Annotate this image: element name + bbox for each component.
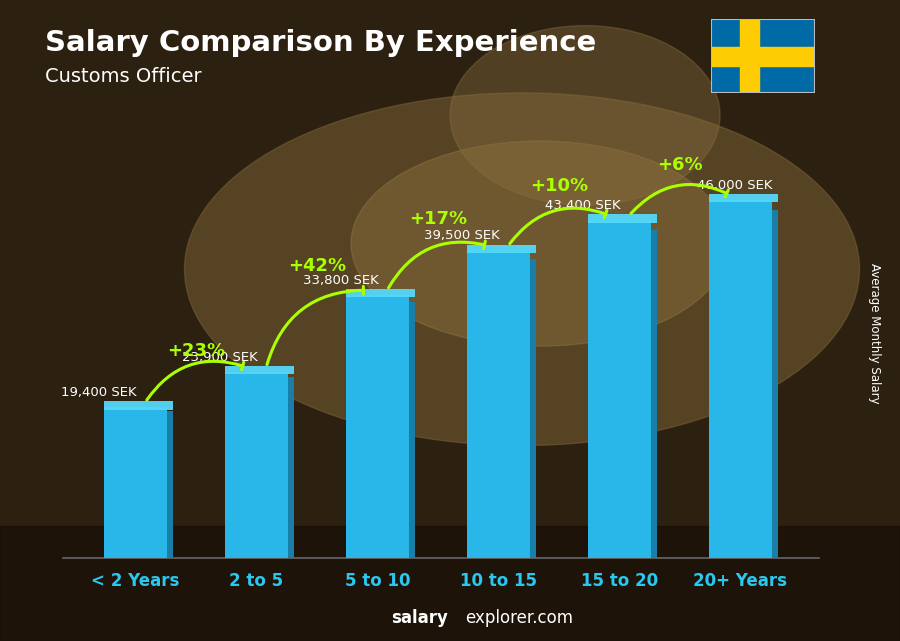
Text: +23%: +23% xyxy=(167,342,225,360)
Text: 33,800 SEK: 33,800 SEK xyxy=(303,274,379,287)
Text: 39,500 SEK: 39,500 SEK xyxy=(424,229,500,242)
Text: 19,400 SEK: 19,400 SEK xyxy=(61,386,137,399)
Bar xyxy=(588,214,657,222)
Bar xyxy=(740,19,759,93)
Text: Customs Officer: Customs Officer xyxy=(45,67,202,87)
Bar xyxy=(104,406,167,558)
Text: +10%: +10% xyxy=(530,177,588,195)
Text: 46,000 SEK: 46,000 SEK xyxy=(697,179,772,192)
Ellipse shape xyxy=(184,93,860,445)
Bar xyxy=(288,377,294,558)
Text: explorer.com: explorer.com xyxy=(465,609,573,627)
Text: +17%: +17% xyxy=(409,210,467,228)
Bar xyxy=(409,303,415,558)
Bar xyxy=(467,250,530,558)
Bar xyxy=(467,245,536,253)
Text: salary: salary xyxy=(392,609,448,627)
Text: Salary Comparison By Experience: Salary Comparison By Experience xyxy=(45,29,596,57)
Bar xyxy=(0,526,900,641)
Bar xyxy=(709,199,772,558)
Text: +42%: +42% xyxy=(288,257,346,275)
Bar xyxy=(225,366,294,374)
Bar xyxy=(530,260,536,558)
Bar xyxy=(711,47,814,65)
Text: Average Monthly Salary: Average Monthly Salary xyxy=(868,263,881,404)
Bar xyxy=(346,289,415,297)
Ellipse shape xyxy=(450,26,720,205)
Bar xyxy=(167,411,174,558)
Bar xyxy=(346,295,409,558)
Text: 43,400 SEK: 43,400 SEK xyxy=(545,199,621,212)
Bar xyxy=(588,220,651,558)
Bar xyxy=(225,372,288,558)
Text: +6%: +6% xyxy=(657,156,703,174)
Text: 23,900 SEK: 23,900 SEK xyxy=(183,351,258,364)
Ellipse shape xyxy=(351,141,729,346)
Bar xyxy=(772,210,778,558)
Bar xyxy=(104,401,174,410)
Bar xyxy=(709,194,778,203)
Bar xyxy=(651,230,657,558)
